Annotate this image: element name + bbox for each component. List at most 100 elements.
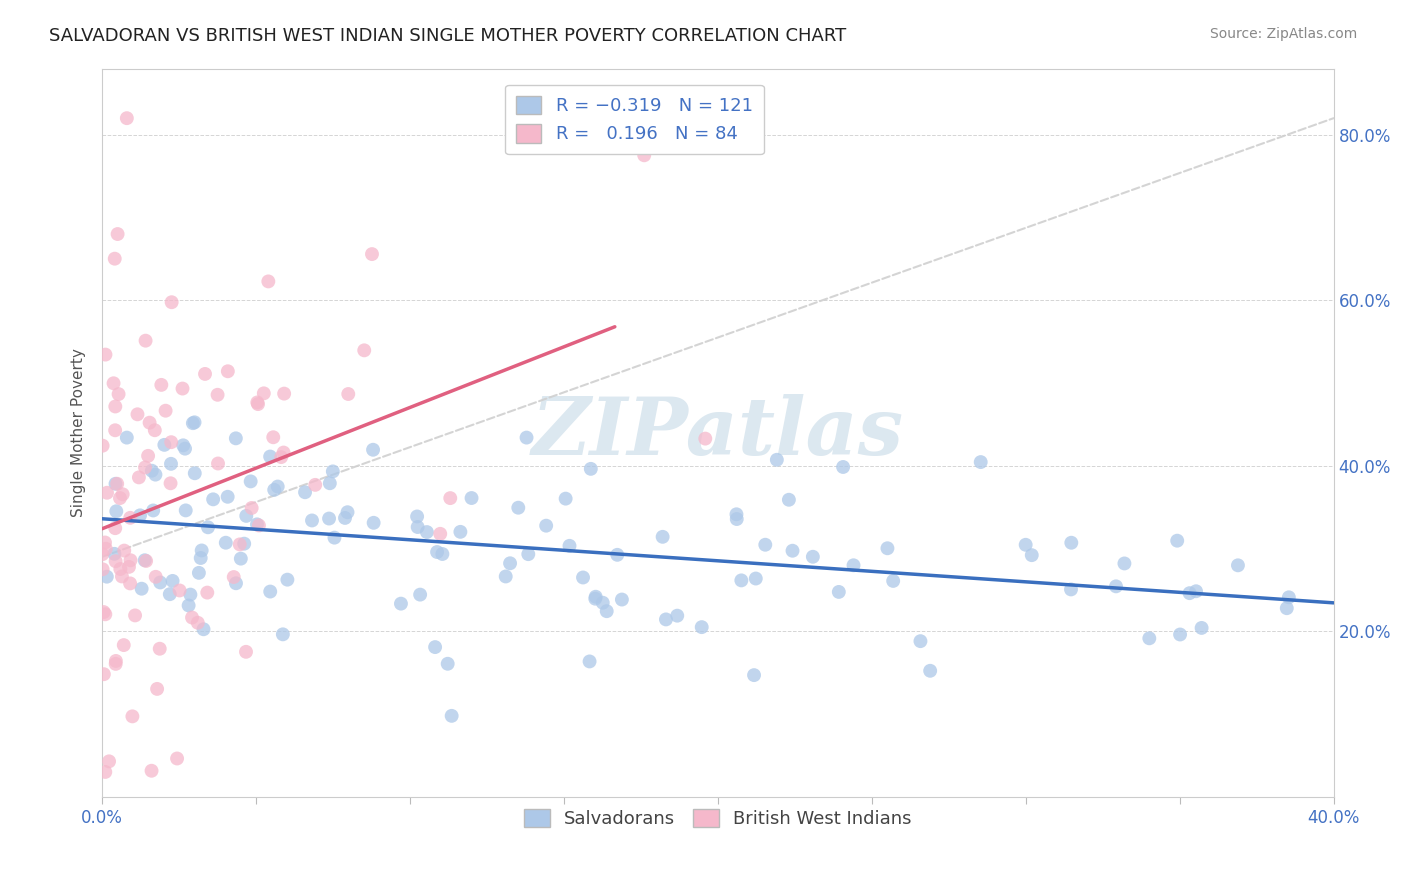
Point [301,513,323,527]
Point [322,464,344,478]
Text: ZIPatlas: ZIPatlas [531,394,904,471]
Text: SALVADORAN VS BRITISH WEST INDIAN SINGLE MOTHER POVERTY CORRELATION CHART: SALVADORAN VS BRITISH WEST INDIAN SINGLE… [49,27,846,45]
Point [406,520,429,534]
Point [257,274,280,288]
Point [183,415,205,429]
Point [389,597,412,611]
Point [94,607,117,622]
Point [107,227,129,241]
Point [225,431,247,445]
Point [353,343,375,358]
Point [115,431,138,445]
Point [690,620,713,634]
Point [259,584,281,599]
Point [920,664,942,678]
Point [91,439,114,453]
Point [585,590,607,604]
Point [1114,557,1136,571]
Point [1014,538,1036,552]
Point [655,612,678,626]
Point [135,554,157,568]
Point [104,400,127,414]
Point [207,457,229,471]
Point [610,592,633,607]
Point [207,388,229,402]
Point [406,509,429,524]
Point [1226,558,1249,573]
Point [169,583,191,598]
Point [801,549,824,564]
Point [515,431,537,445]
Point [145,467,167,482]
Point [259,450,281,464]
Point [439,491,461,505]
Point [103,376,125,391]
Point [239,475,262,489]
Point [93,667,115,681]
Point [725,508,748,522]
Point [695,432,717,446]
Point [1105,579,1128,593]
Point [120,511,142,525]
Point [725,512,748,526]
Point [246,395,269,409]
Point [240,500,263,515]
Point [145,570,167,584]
Text: Source: ZipAtlas.com: Source: ZipAtlas.com [1209,27,1357,41]
Point [184,467,207,481]
Point [336,505,359,519]
Point [247,397,270,411]
Point [235,645,257,659]
Point [235,508,257,523]
Point [229,551,252,566]
Point [195,585,218,599]
Point [179,588,201,602]
Point [217,490,239,504]
Point [766,452,789,467]
Point [136,449,159,463]
Point [579,462,602,476]
Point [131,582,153,596]
Point [970,455,993,469]
Point [666,608,689,623]
Point [91,547,114,561]
Point [194,367,217,381]
Point [105,504,128,518]
Point [361,442,384,457]
Point [534,518,557,533]
Point [111,487,134,501]
Point [127,407,149,421]
Point [651,530,673,544]
Point [409,588,432,602]
Point [1060,535,1083,549]
Point [554,491,576,506]
Point [94,764,117,779]
Point [273,386,295,401]
Point [1060,582,1083,597]
Point [94,535,117,549]
Point [217,364,239,378]
Point [1178,586,1201,600]
Point [115,111,138,125]
Point [181,610,204,624]
Point [436,657,458,671]
Point [1021,548,1043,562]
Point [149,575,172,590]
Point [337,387,360,401]
Point [143,423,166,437]
Point [124,608,146,623]
Point [174,503,197,517]
Point [578,655,600,669]
Point [754,538,776,552]
Point [832,460,855,475]
Point [93,605,115,619]
Point [363,516,385,530]
Point [110,562,132,576]
Point [104,252,127,266]
Point [842,558,865,573]
Point [517,547,540,561]
Point [596,604,619,618]
Point [103,547,125,561]
Point [94,541,117,556]
Point [104,521,127,535]
